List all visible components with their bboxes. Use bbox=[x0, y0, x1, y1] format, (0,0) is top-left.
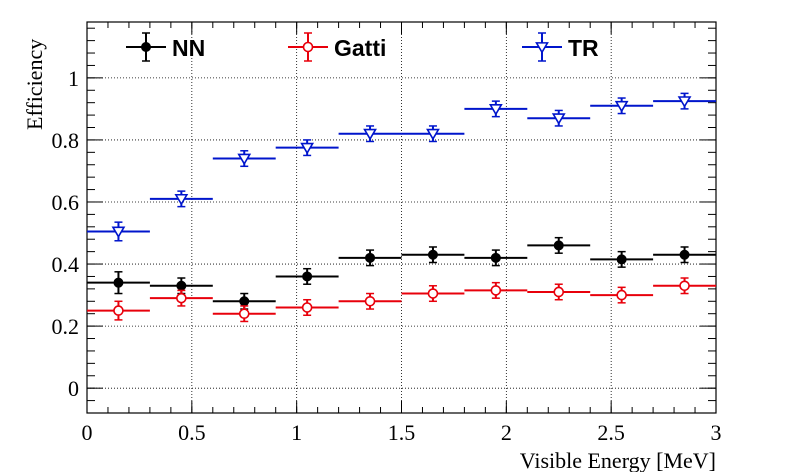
x-tick-label: 0.5 bbox=[178, 420, 206, 445]
data-point bbox=[239, 296, 250, 307]
x-axis-title: Visible Energy [MeV] bbox=[520, 448, 716, 472]
y-tick-label: 0.4 bbox=[52, 252, 80, 277]
legend-label: Gatti bbox=[334, 35, 386, 61]
data-point bbox=[176, 292, 187, 304]
data-point bbox=[488, 103, 503, 116]
tick-labels: 0 0.5 1 1.5 2 2.5 3 0 0.2 0.4 0.6 0.8 1 bbox=[52, 66, 722, 445]
x-tick-label: 1.5 bbox=[388, 420, 416, 445]
series-tr bbox=[87, 92, 716, 242]
data-point bbox=[426, 128, 440, 141]
series-nn bbox=[87, 236, 716, 310]
data-point bbox=[302, 271, 313, 282]
data-point bbox=[300, 142, 315, 155]
data-point bbox=[616, 254, 627, 265]
data-point bbox=[301, 302, 313, 313]
legend-entry-gatti: Gatti bbox=[288, 32, 386, 62]
data-point bbox=[679, 249, 690, 260]
grid bbox=[87, 22, 716, 413]
y-axis-title: Efficiency bbox=[22, 39, 47, 130]
legend-marker bbox=[302, 41, 314, 53]
legend-entry-nn: NN bbox=[126, 32, 205, 62]
y-tick-label: 0.2 bbox=[52, 314, 80, 339]
data-point bbox=[427, 249, 438, 260]
x-tick-label: 2.5 bbox=[597, 420, 625, 445]
data-point bbox=[553, 286, 565, 298]
data-point bbox=[616, 289, 627, 301]
data-point bbox=[490, 252, 501, 263]
x-tick-label: 0 bbox=[82, 420, 93, 445]
y-tick-label: 0 bbox=[68, 376, 79, 401]
y-tick-label: 1 bbox=[68, 66, 79, 91]
data-point bbox=[363, 128, 377, 141]
y-tick-label: 0.6 bbox=[52, 190, 80, 215]
data-point bbox=[614, 100, 629, 113]
data-point bbox=[490, 285, 502, 296]
data-point bbox=[111, 226, 126, 239]
legend-marker bbox=[141, 42, 151, 52]
data-point bbox=[679, 280, 690, 292]
data-point bbox=[553, 240, 564, 251]
data-point bbox=[113, 277, 124, 288]
series-gatti bbox=[87, 277, 716, 323]
data-point bbox=[237, 153, 252, 166]
data-point bbox=[427, 288, 439, 299]
legend: NN Gatti TR bbox=[126, 32, 599, 62]
data-point bbox=[551, 113, 566, 126]
legend-marker bbox=[535, 42, 549, 54]
data-point bbox=[176, 280, 187, 291]
legend-label: NN bbox=[172, 35, 205, 61]
legend-label: TR bbox=[568, 35, 599, 61]
data-point bbox=[174, 193, 189, 206]
legend-entry-tr: TR bbox=[522, 32, 599, 62]
data-point bbox=[238, 308, 250, 319]
y-tick-label: 0.8 bbox=[52, 128, 80, 153]
data-point bbox=[365, 252, 376, 263]
x-tick-label: 1 bbox=[291, 420, 302, 445]
x-tick-label: 2 bbox=[501, 420, 512, 445]
data-point bbox=[113, 305, 124, 316]
x-tick-label: 3 bbox=[711, 420, 722, 445]
data-point bbox=[364, 295, 376, 307]
data-point bbox=[677, 96, 692, 108]
axis-ticks bbox=[86, 22, 717, 413]
series bbox=[87, 92, 716, 323]
